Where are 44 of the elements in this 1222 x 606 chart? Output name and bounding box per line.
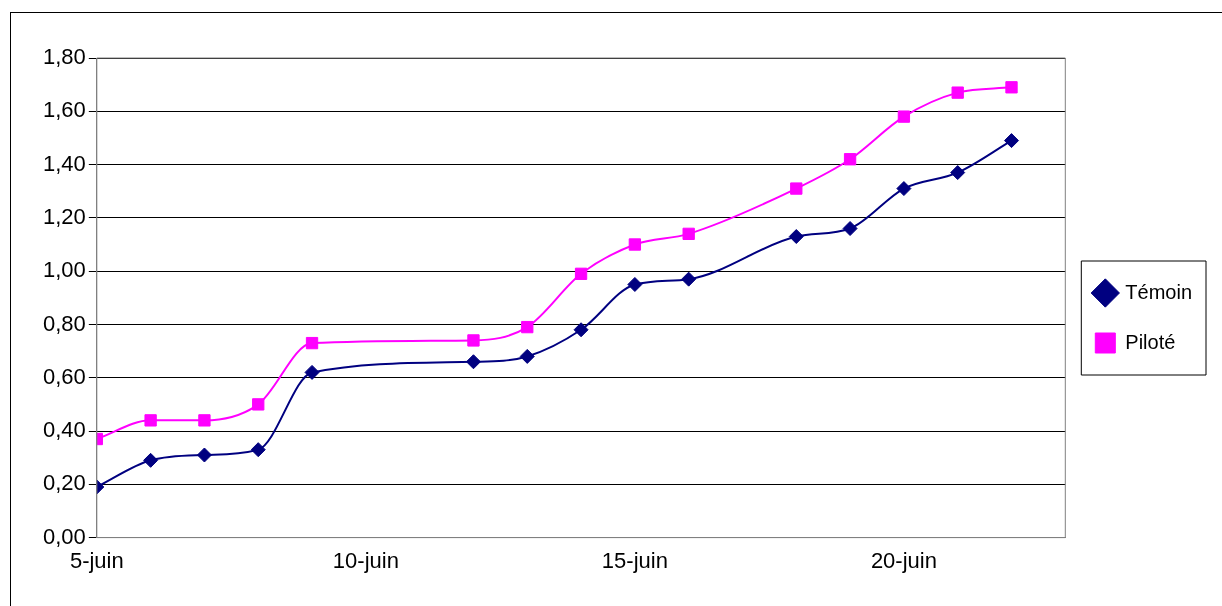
y-tick-label: 1,20: [42, 203, 86, 229]
legend-label: Piloté: [1125, 330, 1176, 353]
point: [681, 271, 697, 287]
y-tick-label: 0,20: [42, 470, 86, 496]
point: [304, 364, 320, 380]
y-tick-label: 1,00: [42, 257, 86, 283]
point: [843, 153, 857, 166]
point: [521, 320, 534, 334]
x-tick-label: 10-juin: [332, 547, 399, 573]
point: [196, 447, 212, 463]
point: [305, 336, 319, 350]
point: [950, 165, 966, 181]
point: [896, 181, 912, 197]
point: [842, 221, 858, 237]
point: [627, 276, 643, 292]
x-tick-label: 5-juin: [69, 547, 124, 573]
point: [1005, 81, 1018, 94]
point: [951, 86, 964, 99]
point: [465, 354, 481, 370]
y-tick-label: 0,00: [42, 523, 86, 549]
point: [788, 229, 804, 245]
point: [144, 414, 157, 427]
y-tick-label: 0,40: [42, 417, 86, 443]
point: [574, 267, 588, 280]
point: [250, 442, 266, 458]
y-tick-label: 1,80: [42, 44, 86, 70]
x-tick-label: 15-juin: [601, 547, 668, 573]
point: [1004, 133, 1020, 149]
y-tick-label: 1,60: [42, 97, 86, 123]
x-tick-label: 20-juin: [870, 547, 937, 573]
point: [573, 322, 589, 338]
y-tick-label: 0,80: [42, 310, 86, 336]
point: [897, 110, 911, 123]
point: [198, 414, 211, 427]
point: [790, 182, 803, 195]
y-tick-label: 0,60: [42, 363, 86, 389]
point: [628, 238, 642, 251]
y-tick-label: 1,40: [42, 150, 86, 176]
point: [682, 227, 695, 241]
point: [467, 334, 480, 347]
legend-label: Témoin: [1125, 280, 1193, 303]
point: [519, 348, 535, 364]
point: [252, 398, 265, 411]
point: [143, 452, 159, 468]
